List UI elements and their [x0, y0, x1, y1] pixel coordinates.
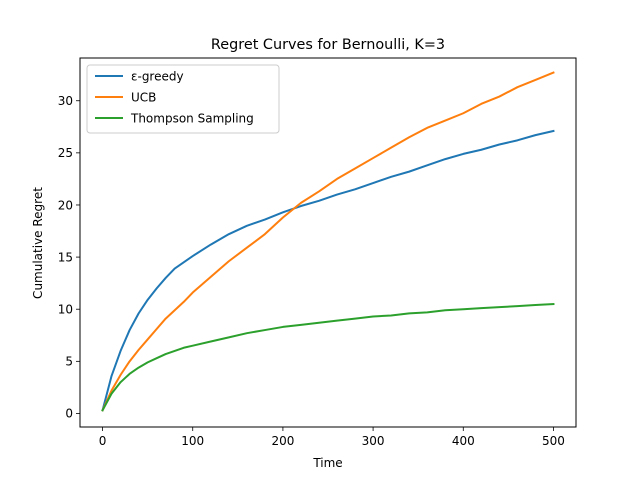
series-line-2: [101, 302, 555, 412]
legend-label-1: UCB: [131, 90, 156, 104]
y-tick-label-0: 0: [65, 407, 73, 421]
y-tick-label-30: 30: [58, 94, 73, 108]
series-line-1: [101, 71, 555, 412]
y-tick-label-15: 15: [58, 250, 73, 264]
x-tick-label-300: 300: [362, 434, 385, 448]
axes-frame: [79, 57, 577, 428]
legend-label-2: Thompson Sampling: [130, 111, 254, 125]
y-tick-label-5: 5: [65, 355, 73, 369]
y-tick-label-25: 25: [58, 146, 73, 160]
x-tick-label-100: 100: [181, 434, 204, 448]
legend-box: [86, 64, 280, 134]
legend-label-0: ε-greedy: [131, 69, 184, 83]
chart-title: Regret Curves for Bernoulli, K=3: [211, 37, 445, 53]
x-tick-label-200: 200: [271, 434, 294, 448]
y-tick-label-10: 10: [58, 303, 73, 317]
series-line-0: [101, 129, 555, 412]
x-axis-label: Time: [312, 456, 342, 470]
plot-area: [101, 71, 555, 412]
x-tick-label-400: 400: [452, 434, 475, 448]
y-tick-label-20: 20: [58, 198, 73, 212]
x-tick-label-500: 500: [542, 434, 565, 448]
axes: 0 100 200 300 400 500 0 5 10 15 20 25 30: [58, 57, 577, 448]
legend: ε-greedy UCB Thompson Sampling: [86, 64, 280, 134]
x-tick-label-0: 0: [99, 434, 107, 448]
y-axis-label: Cumulative Regret: [31, 187, 45, 299]
